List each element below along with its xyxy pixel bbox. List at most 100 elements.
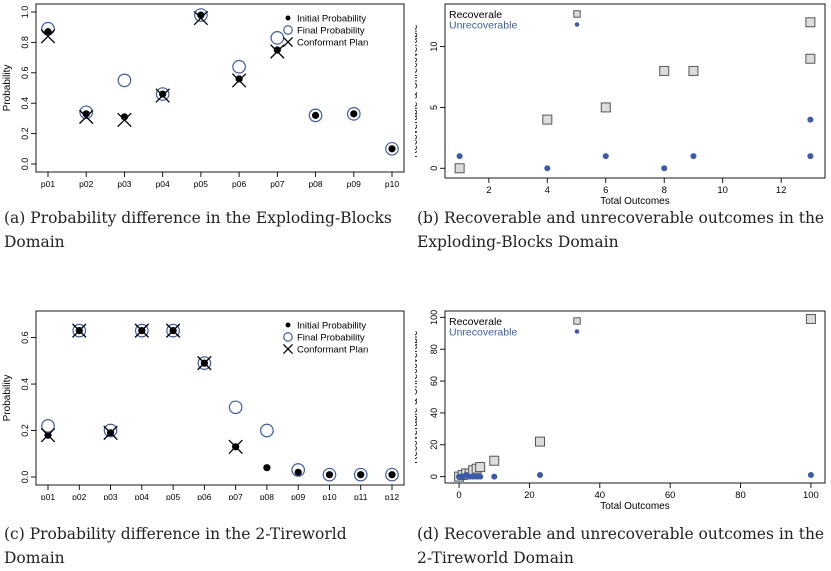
point-final-probability-p03	[103, 423, 118, 438]
point-initial-probability-p01	[44, 28, 52, 36]
legend-label-unrecoverable: Unrecoverable	[449, 327, 517, 339]
x-tick-label-p02: p02	[79, 179, 93, 189]
point-conformant-plan-p01-stroke-2	[40, 29, 56, 44]
point-conformant-plan-p03	[103, 425, 118, 441]
x-tick-label: 6	[603, 185, 608, 196]
point-conformant-plan-p05-stroke-2	[165, 323, 181, 338]
point-conformant-plan-p04-stroke-2	[134, 323, 150, 338]
point-final-probability-p07	[270, 30, 285, 45]
point-initial-probability-p07	[273, 46, 281, 54]
x-tick-label-p04: p04	[135, 492, 149, 500]
point-recoverale-4	[688, 65, 699, 76]
point-recoverale-9	[805, 313, 816, 324]
legend-label-recoverale: Recoverale	[449, 316, 502, 328]
point-initial-probability-p12	[388, 471, 396, 479]
point-unrecoverable-3	[661, 165, 668, 172]
point-unrecoverable-0	[456, 153, 463, 160]
legend-label-recoverale: Recoverale	[449, 9, 502, 21]
legend-marker-unrecoverable	[574, 329, 580, 334]
x-tick-label-p05: p05	[166, 492, 180, 500]
point-final-probability-p07	[228, 400, 243, 415]
point-final-probability-p02	[79, 105, 94, 120]
caption-c: (c) Probability difference in the 2-Tire…	[4, 525, 347, 567]
legend-label-final-probability: Final Probability	[297, 333, 365, 344]
point-conformant-plan-p05-stroke-2	[193, 10, 209, 26]
point-final-probability-p08	[308, 108, 323, 123]
point-initial-probability-p04	[159, 90, 167, 98]
x-tick-label: 8	[662, 185, 667, 196]
legend-label-final-probability: Final Probability	[297, 26, 365, 37]
point-final-probability-p04	[134, 323, 149, 338]
x-tick-label-p10: p10	[385, 179, 399, 189]
point-initial-probability-p06	[235, 75, 243, 83]
point-conformant-plan-p02	[79, 109, 94, 125]
point-conformant-plan-p07-stroke-2	[270, 44, 285, 59]
x-tick-label-p08: p08	[260, 492, 274, 500]
point-conformant-plan-p06-stroke-2	[231, 73, 247, 88]
point-final-probability-p01	[41, 21, 55, 36]
point-conformant-plan-p01-stroke-2	[40, 427, 56, 443]
point-unrecoverable-7	[491, 473, 498, 480]
plot-frame-0	[35, 3, 405, 173]
y-tick-label: 10	[429, 42, 439, 52]
point-initial-probability-p10	[388, 145, 396, 153]
point-conformant-plan-p04	[155, 88, 170, 103]
point-final-probability-p11	[353, 467, 368, 482]
x-tick-label: 10	[717, 185, 728, 196]
chart-a: 0.0 0.2 0.4 0.6 0.8 1.0 Probability p01 p02 p03 p0…	[2, 3, 405, 189]
point-conformant-plan-p02-stroke-2	[79, 109, 94, 125]
point-unrecoverable-5	[807, 153, 814, 160]
x-tick-label-p02: p02	[72, 492, 86, 500]
point-unrecoverable-1	[544, 165, 551, 172]
x-tick-label-p03: p03	[103, 492, 117, 500]
x-tick-label-p09: p09	[291, 492, 305, 500]
x-tick-label-p07: p07	[270, 179, 284, 189]
legend-label-conformant-plan: Conformant Plan	[297, 345, 368, 356]
legend-marker-conformant-plan-stroke-2	[282, 36, 294, 48]
point-conformant-plan-p07	[228, 439, 243, 455]
y-tick-label: 100	[429, 310, 439, 325]
chart-b: 0 5 10 Recoverable & Unrecoverable 2 4 6 8 10 12 T…	[415, 3, 826, 205]
y-axis-label: Probability	[2, 65, 13, 112]
point-final-probability-p12	[385, 467, 399, 482]
point-final-probability-p06	[232, 59, 246, 74]
point-final-probability-p04	[155, 87, 170, 101]
plot-frame-3	[444, 310, 826, 484]
point-unrecoverable-4	[690, 153, 697, 160]
point-conformant-plan-p04	[134, 323, 150, 338]
y-tick-label: 0.2	[20, 424, 30, 437]
point-unrecoverable-9	[807, 472, 814, 479]
legend-marker-initial-probability	[285, 322, 291, 328]
x-tick-label: 20	[524, 490, 535, 501]
point-initial-probability-p09	[294, 468, 302, 476]
x-tick-label-p09: p09	[347, 179, 361, 189]
point-recoverale-0	[454, 163, 465, 174]
point-recoverale-5	[805, 53, 816, 64]
point-initial-probability-p08	[311, 111, 320, 119]
legend-label-initial-probability: Initial Probability	[297, 321, 366, 332]
point-final-probability-p10	[385, 141, 399, 156]
x-tick-label-p11: p11	[354, 492, 368, 500]
point-conformant-plan-p06	[197, 355, 212, 371]
plot-frame-2	[35, 310, 405, 486]
point-final-probability-p09	[346, 106, 361, 121]
point-final-probability-p01	[41, 419, 55, 433]
legend-marker-conformant-plan-stroke-2	[282, 343, 294, 355]
y-axis-label: Probability	[2, 375, 13, 422]
legend-marker-conformant-plan	[282, 36, 294, 48]
point-initial-probability-p11	[357, 471, 365, 479]
y-tick-label: 0.0	[20, 471, 30, 484]
legend-marker-final-probability	[283, 25, 293, 35]
x-tick-label: 0	[456, 490, 461, 501]
point-conformant-plan-p02	[72, 323, 87, 338]
legend-marker-conformant-plan	[282, 343, 294, 355]
legend-marker-recoverale	[573, 10, 581, 18]
point-initial-probability-p08	[263, 464, 271, 472]
y-axis-label: Recoverable & Unrecoverable	[415, 24, 420, 158]
point-conformant-plan-p03	[117, 112, 132, 128]
point-conformant-plan-p04-stroke-2	[155, 88, 170, 103]
point-unrecoverable-6	[477, 473, 484, 480]
x-tick-label: 12	[776, 185, 787, 196]
y-tick-label: 20	[429, 440, 439, 450]
x-axis-label: Total Outcomes	[600, 196, 669, 205]
